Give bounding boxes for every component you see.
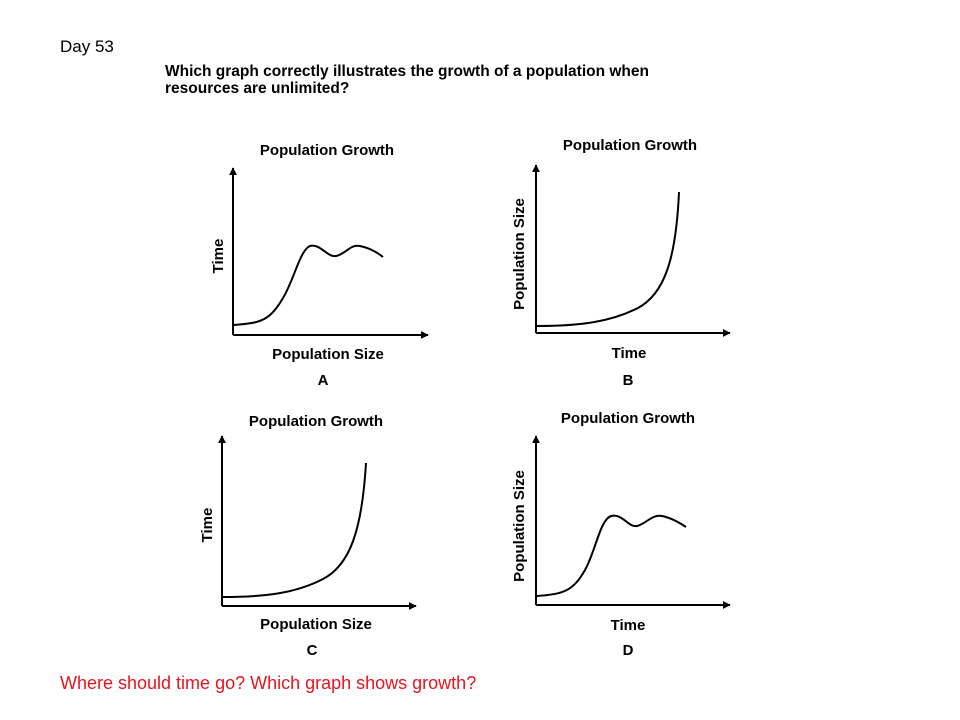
- graph-d: Population Growth Population Size Time D: [511, 410, 731, 659]
- graph-c-curve: [222, 462, 367, 598]
- graph-d-x-label: Time: [611, 617, 646, 634]
- graph-b-letter: B: [623, 372, 634, 389]
- question-line-1: Which graph correctly illustrates the gr…: [165, 63, 649, 80]
- graph-c-x-label: Population Size: [260, 616, 372, 633]
- graph-b-title: Population Growth: [563, 137, 697, 154]
- graph-c-title: Population Growth: [249, 413, 383, 430]
- graph-d-y-label: Population Size: [511, 470, 528, 582]
- graph-c-y-label: Time: [199, 508, 216, 543]
- graph-b: Population Growth Population Size Time B: [511, 137, 731, 389]
- prompt-text: Where should time go? Which graph shows …: [60, 673, 477, 693]
- graph-b-curve: [536, 191, 680, 327]
- question-text: Which graph correctly illustrates the gr…: [165, 63, 785, 97]
- graph-d-curve: [536, 514, 687, 597]
- graph-b-y-label: Population Size: [511, 198, 528, 310]
- graph-d-letter: D: [623, 642, 634, 659]
- question-line-2: resources are unlimited?: [165, 80, 350, 97]
- graph-b-x-label: Time: [612, 345, 647, 362]
- graph-a-y-label: Time: [210, 239, 227, 274]
- graph-d-title: Population Growth: [561, 410, 695, 427]
- graph-c-letter: C: [307, 642, 318, 659]
- graph-a: Population Growth Time Population Size A: [210, 142, 429, 389]
- graph-a-letter: A: [318, 372, 329, 389]
- graph-c: Population Growth Time Population Size C: [199, 413, 417, 659]
- graph-a-x-label: Population Size: [272, 346, 384, 363]
- day-label: Day 53: [60, 37, 114, 56]
- graph-a-title: Population Growth: [260, 142, 394, 159]
- graph-a-curve: [233, 244, 384, 326]
